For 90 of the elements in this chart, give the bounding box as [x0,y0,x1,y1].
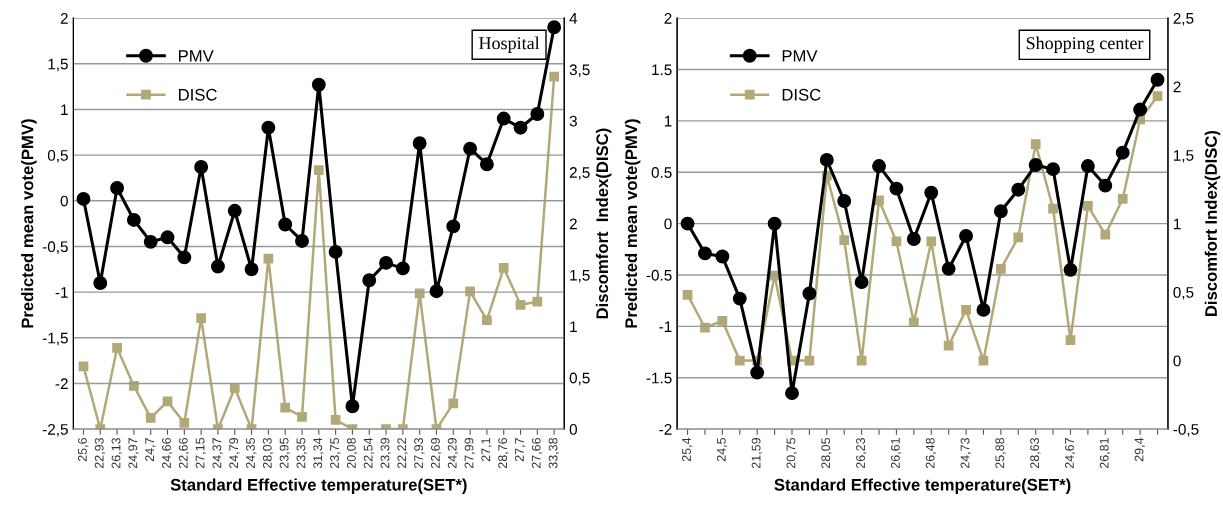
x-tick-label: 23,75 [330,437,341,469]
y2-axis-title: Discomfort Index(DISC) [595,128,612,319]
x-tick-label: 28,03 [262,437,274,469]
x-tick-label: 22,69 [430,438,442,469]
y-tick-label: 0 [60,195,68,207]
y2-tick-label: 0,5 [569,372,590,386]
y2-tick-label: 0 [1173,355,1181,367]
x-tick-label: 31,34 [313,437,324,469]
x-tick-label: 24,5 [716,437,728,462]
x-tick-label: 26,48 [925,437,937,469]
y2-tick-label: 1,5 [1173,150,1194,163]
y-tick-label: 1,5 [48,58,68,72]
y2-tick-label: 2,5 [569,167,590,180]
x-tick-label: 20,75 [786,437,797,469]
x-tick-label: 28,63 [1030,437,1041,469]
x-tick-label: 25,4 [682,437,693,462]
y-tick-label: -0,5 [42,241,68,254]
x-tick-label: 22,93 [94,437,106,469]
y2-tick-label: 2,5 [1173,12,1194,26]
x-tick-label: 27,15 [195,437,206,469]
y2-tick-label: 1,5 [570,270,590,283]
y2-tick-label: 3 [569,115,577,127]
y-tick-label: -2 [55,378,68,389]
y-tick-label: 1 [664,115,672,127]
y2-tick-label: 4 [569,13,578,24]
y-tick-label: -2 [659,423,672,435]
y-tick-label: 2 [60,12,68,24]
x-tick-label: 28,05 [821,437,832,469]
y-tick-label: -1,5 [42,332,68,346]
y2-tick-label: 1 [570,321,577,332]
x-tick-label: 24,67 [1065,438,1076,469]
legend-label: DISC [179,88,217,101]
x-tick-label: 24,97 [128,438,139,469]
y-tick-label: -2,5 [42,423,68,437]
y2-axis-title: Discomfort Index(DISC) [1204,130,1221,317]
x-tick-label: 22,66 [178,437,190,469]
x-tick-label: 23,35 [296,437,307,469]
x-tick-label: 24,79 [229,438,240,469]
y2-tick-label: 0 [569,423,577,435]
x-tick-label: 26,13 [111,437,122,469]
x-tick-label: 26,61 [890,438,902,469]
y-tick-label: 2 [664,12,672,24]
y2-tick-label: 3,5 [569,64,590,77]
x-tick-label: 27,7 [515,438,526,462]
y-tick-label: -1 [55,287,68,298]
x-tick-label: 25,6 [77,437,89,462]
x-tick-label: 26,81 [1099,438,1111,469]
x-tick-label: 27,93 [414,437,425,469]
x-tick-label: 24,37 [212,438,223,469]
y-tick-label: -0.5 [646,269,672,281]
legend-label: PMV [179,50,214,62]
x-tick-label: 24,35 [246,437,257,469]
y-tick-label: -1 [659,321,672,332]
x-tick-label: 25,88 [995,437,1006,469]
x-tick-label: 22,22 [397,438,408,469]
x-tick-label: 20,08 [346,437,358,469]
x-tick-label: 24,73 [960,437,971,469]
y2-tick-label: 1 [1173,218,1181,230]
x-axis-title: Standard Effective temperature(SET*) [774,478,1071,494]
y2-tick-label: 0,5 [1173,286,1194,300]
x-tick-label: 23,95 [279,437,291,469]
x-tick-label: 23,39 [380,438,391,469]
y-tick-label: 1.5 [652,64,672,76]
x-tick-label: 22,54 [363,437,375,469]
x-tick-label: 24,29 [447,438,459,469]
y-tick-label: 0,5 [47,149,68,163]
x-tick-label: 29,4 [1134,437,1145,462]
legend-label: DISC [782,88,821,101]
y-tick-label: 1 [61,104,68,115]
x-tick-label: 27,66 [531,437,543,469]
x-tick-label: 24,66 [162,437,173,469]
x-tick-label: 24,7 [145,438,156,462]
y-tick-label: 0.5 [651,167,672,178]
x-tick-label: 33,38 [548,437,559,469]
y2-tick-label: 2 [569,218,577,230]
y-axis-title: Predicted mean vote(PMV) [21,119,37,328]
y-tick-label: -1.5 [646,372,672,384]
y2-tick-label: -0,5 [1173,423,1199,437]
x-tick-label: 27,99 [464,438,475,469]
x-tick-label: 27,1 [481,438,492,462]
x-axis-title: Standard Effective temperature(SET*) [170,478,467,494]
annotation: Shopping center [1026,36,1144,54]
y2-tick-label: 2 [1173,81,1181,93]
annotation: Hospital [479,36,540,53]
x-tick-label: 28,76 [498,437,509,469]
x-tick-label: 21,59 [751,438,763,469]
y-axis-title: Predicted mean vote(PMV) [624,119,641,328]
legend-label: PMV [782,50,818,62]
y-tick-label: 0 [664,218,672,230]
x-tick-label: 26,23 [856,437,867,469]
